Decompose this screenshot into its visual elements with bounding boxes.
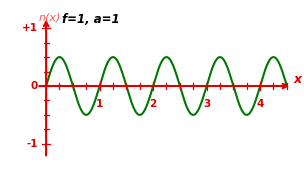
Text: x: x xyxy=(294,73,302,85)
Text: -1: -1 xyxy=(26,139,38,149)
Text: +1: +1 xyxy=(22,23,38,33)
Text: f=1, a=1: f=1, a=1 xyxy=(62,13,120,26)
Text: n(x): n(x) xyxy=(39,13,61,23)
Text: 4: 4 xyxy=(256,99,264,109)
Text: 0: 0 xyxy=(31,81,38,91)
Text: 2: 2 xyxy=(150,99,157,109)
Text: 1: 1 xyxy=(96,99,103,109)
Text: 3: 3 xyxy=(203,99,210,109)
